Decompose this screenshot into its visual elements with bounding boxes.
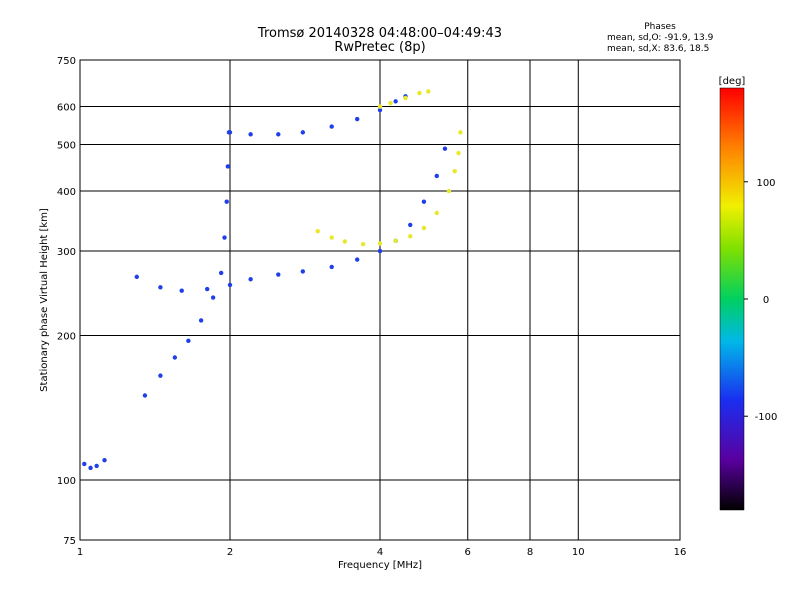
y-tick-label: 300 [57,247,76,258]
data-point-o [186,338,191,344]
colorbar: [deg] 100 0 -100 [719,76,778,511]
data-point-x [452,168,457,174]
data-point-o [227,130,233,135]
plot-area: 1 2 4 6 8 10 16 75 100 200 300 400 500 600 750 Frequenc… [39,56,686,571]
data-point-x [458,130,463,135]
data-point-o [227,282,233,288]
chart-subtitle: RwPretec (8p) [334,40,426,55]
x-tick-label: 8 [527,547,533,558]
phases-header: Phases [644,22,676,32]
data-point-o [276,272,281,277]
data-point-o [198,318,204,323]
data-point-o [204,286,210,292]
data-point-o [248,132,253,137]
x-tick-label: 4 [377,547,383,558]
data-point-o [222,235,227,240]
x-tick-label: 6 [465,547,471,558]
x-tick-label: 10 [572,547,585,558]
data-point-o [393,99,398,104]
data-point-o [300,269,306,274]
data-point-o [142,393,148,398]
data-point-x [360,241,366,247]
data-point-o [94,463,99,469]
data-point-o [377,107,383,113]
y-axis-label: Stationary phase Virtual Height [km] [39,208,50,392]
data-point-x [434,210,439,216]
y-tick-label: 750 [57,56,76,67]
data-point-o [434,173,439,179]
data-point-o [442,146,448,151]
x-axis-label: Frequency [MHz] [338,560,422,571]
data-point-x [388,100,393,106]
phases-x-stats: mean, sd,X: 83.6, 18.5 [607,44,710,54]
data-point-x [408,234,413,239]
data-point-o [354,257,360,262]
colorbar-tick-label: 100 [756,178,775,189]
colorbar-label: [deg] [719,76,746,87]
data-point-o [134,274,139,280]
data-point-o [248,277,253,282]
data-point-o [102,457,107,463]
data-point-o [276,132,281,137]
data-point-o [225,164,231,169]
data-point-o [158,285,163,290]
data-point-o [179,288,184,293]
data-point-o [421,199,427,204]
data-point-o [329,264,334,270]
data-point-o [82,461,87,467]
data-point-o [354,116,360,122]
y-tick-label: 200 [57,332,76,343]
y-tick-label: 500 [57,141,76,152]
colorbar-gradient [719,87,745,511]
data-point-o [377,248,383,254]
colorbar-tick-label: -100 [755,412,778,423]
data-point-o [158,373,163,378]
data-point-o [88,465,93,471]
y-tick-label: 600 [57,103,76,114]
chart-title: Tromsø 20140328 04:48:00–04:49:43 [257,26,503,41]
data-point-o [224,199,229,204]
data-point-x [417,90,422,96]
data-point-x [446,188,452,194]
data-point-x [342,239,348,244]
x-tick-label: 2 [227,547,233,558]
data-point-x [377,241,383,246]
data-point-x [421,225,427,231]
data-point-x [329,235,334,240]
data-point-x [426,89,431,94]
data-point-o [218,270,224,276]
data-point-o [210,295,216,300]
data-point-o [408,222,413,228]
data-point-x [456,150,461,156]
data-point-x [403,95,408,101]
data-point-o [172,355,178,360]
x-tick-label: 16 [674,547,687,558]
phases-o-stats: mean, sd,O: -91.9, 13.9 [607,33,714,43]
data-point-o [300,130,306,135]
data-point-x [393,238,398,244]
colorbar-tick-label: 0 [763,295,769,306]
y-tick-label: 100 [57,476,76,487]
x-tick-label: 1 [77,547,83,558]
y-tick-label: 400 [57,187,76,198]
y-tick-label: 75 [63,536,76,547]
data-point-x [315,228,320,234]
data-point-o [329,124,334,129]
data-point-x [377,104,383,109]
